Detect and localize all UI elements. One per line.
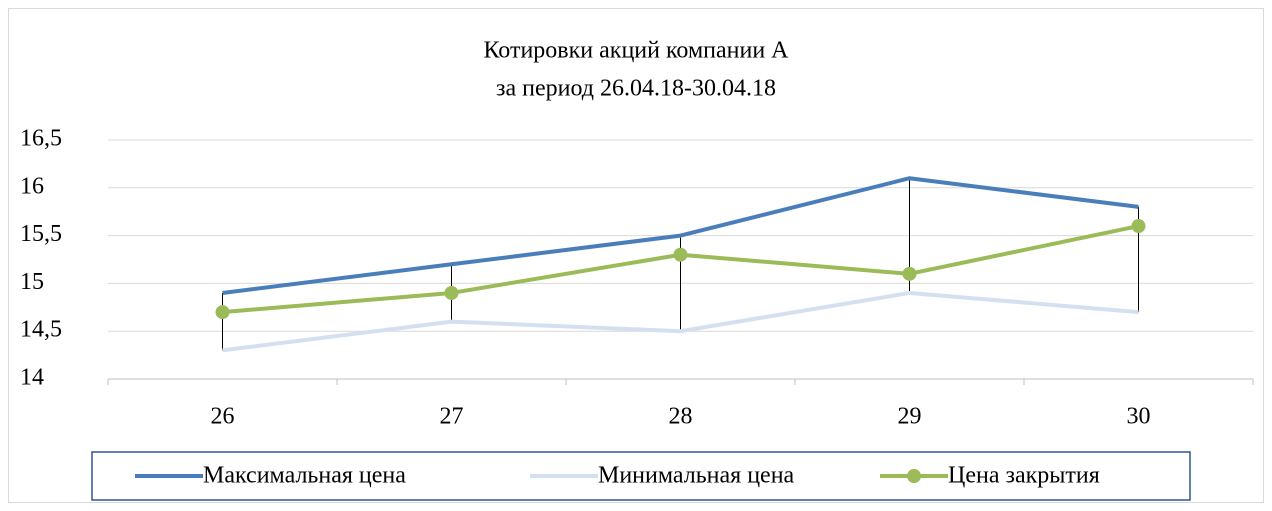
x-tick-label: 28: [669, 404, 693, 430]
chart-subtitle: за период 26.04.18-30.04.18: [496, 76, 776, 102]
x-tick-label: 26: [211, 404, 235, 430]
legend-label: Минимальная цена: [598, 463, 795, 489]
legend-label: Максимальная цена: [203, 463, 406, 489]
y-tick-label: 16,5: [20, 126, 62, 152]
series-marker: [902, 266, 917, 281]
series-marker: [444, 285, 459, 300]
x-tick-label: 29: [898, 404, 922, 430]
y-tick-label: 14: [20, 365, 44, 391]
y-tick-label: 14,5: [20, 317, 62, 343]
y-tick-label: 15,5: [20, 221, 62, 247]
y-tick-label: 16: [20, 173, 44, 199]
x-tick-label: 30: [1127, 404, 1151, 430]
series-line: [222, 176, 1139, 295]
chart-title: Котировки акций компании А: [483, 38, 789, 64]
legend-marker: [907, 469, 921, 483]
series-marker: [1131, 219, 1146, 234]
series-line: [222, 290, 1139, 353]
x-tick-label: 27: [440, 404, 464, 430]
series-marker: [215, 305, 230, 320]
series-marker: [673, 247, 688, 262]
legend-box: [91, 451, 1191, 501]
legend-label: Цена закрытия: [948, 463, 1100, 489]
y-tick-label: 15: [20, 269, 44, 295]
chart-border: [8, 8, 1264, 503]
